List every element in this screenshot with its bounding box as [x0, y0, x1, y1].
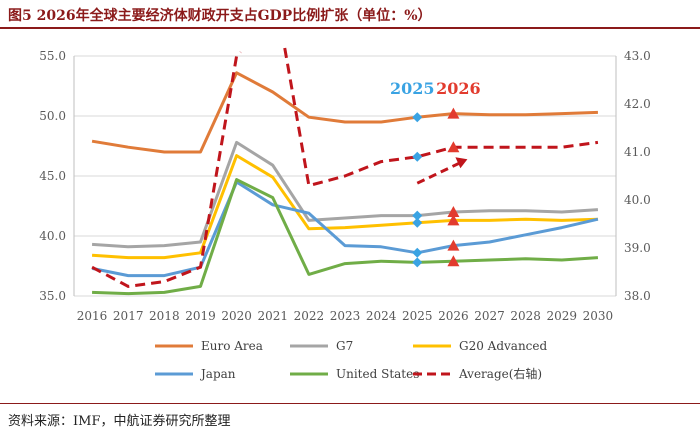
chart-title: 图5 2026年全球主要经济体财政开支占GDP比例扩张（单位：%）: [8, 8, 432, 24]
marker-2025: [412, 151, 423, 162]
growth-arrow-head: [455, 157, 468, 169]
growth-arrow-line: [416, 160, 463, 185]
y-right-tick-label: 42.0: [624, 97, 651, 111]
series-line-japan: [91, 180, 599, 278]
marker-2026: [447, 141, 460, 153]
marker-2025: [412, 217, 423, 228]
series-line-united-states: [92, 178, 599, 296]
series-line-euro-area: [91, 71, 598, 154]
x-tick-label: 2027: [474, 309, 505, 323]
marker-2026: [447, 214, 460, 226]
legend-label: G20 Advanced: [459, 339, 548, 353]
x-tick-label: 2029: [547, 309, 578, 323]
marker-2026: [447, 255, 460, 267]
series-average-line: [91, 50, 242, 288]
x-tick-label: 2018: [149, 309, 180, 323]
y-right-tick-label: 41.0: [624, 145, 651, 159]
annotation-2025: 2025: [390, 79, 435, 98]
x-tick-label: 2020: [221, 309, 252, 323]
title-rule: [0, 27, 700, 29]
marker-2025: [412, 247, 423, 258]
y-left-tick-label: 55.0: [39, 49, 66, 63]
y-left-tick-label: 40.0: [39, 229, 66, 243]
x-tick-label: 2030: [583, 309, 614, 323]
y-right-tick-label: 38.0: [624, 289, 651, 303]
marker-2025: [412, 210, 423, 221]
series-line-g20-advanced: [91, 154, 598, 260]
marker-2026: [447, 206, 460, 217]
x-tick-label: 2025: [402, 309, 433, 323]
legend-label: United States: [336, 367, 419, 381]
series-line-g7: [91, 140, 599, 249]
legend-label: G7: [336, 339, 353, 353]
legend-label: Euro Area: [201, 339, 263, 353]
source-rule: [0, 403, 700, 404]
series-average-line: [283, 47, 599, 188]
x-tick-label: 2019: [185, 309, 216, 323]
annotation-2026: 2026: [436, 79, 481, 98]
y-left-tick-label: 45.0: [39, 169, 66, 183]
y-right-tick-label: 40.0: [624, 193, 651, 207]
y-left-tick-label: 35.0: [39, 289, 66, 303]
x-tick-label: 2022: [294, 309, 325, 323]
x-tick-label: 2028: [510, 309, 541, 323]
x-tick-label: 2024: [366, 309, 397, 323]
x-tick-label: 2016: [77, 309, 108, 323]
legend-label: Average(右轴): [458, 366, 542, 381]
y-right-tick-label: 43.0: [624, 49, 651, 63]
marker-2025: [412, 112, 423, 123]
y-left-tick-label: 50.0: [39, 109, 66, 123]
y-right-tick-label: 39.0: [624, 241, 651, 255]
x-tick-label: 2023: [330, 309, 361, 323]
marker-2026: [447, 107, 460, 119]
source-note: 资料来源：IMF，中航证券研究所整理: [8, 414, 231, 429]
marker-2026: [447, 239, 460, 251]
legend-label: Japan: [199, 367, 236, 381]
x-tick-label: 2026: [438, 309, 469, 323]
x-tick-label: 2017: [113, 309, 144, 323]
marker-2025: [412, 257, 423, 268]
x-tick-label: 2021: [257, 309, 288, 323]
